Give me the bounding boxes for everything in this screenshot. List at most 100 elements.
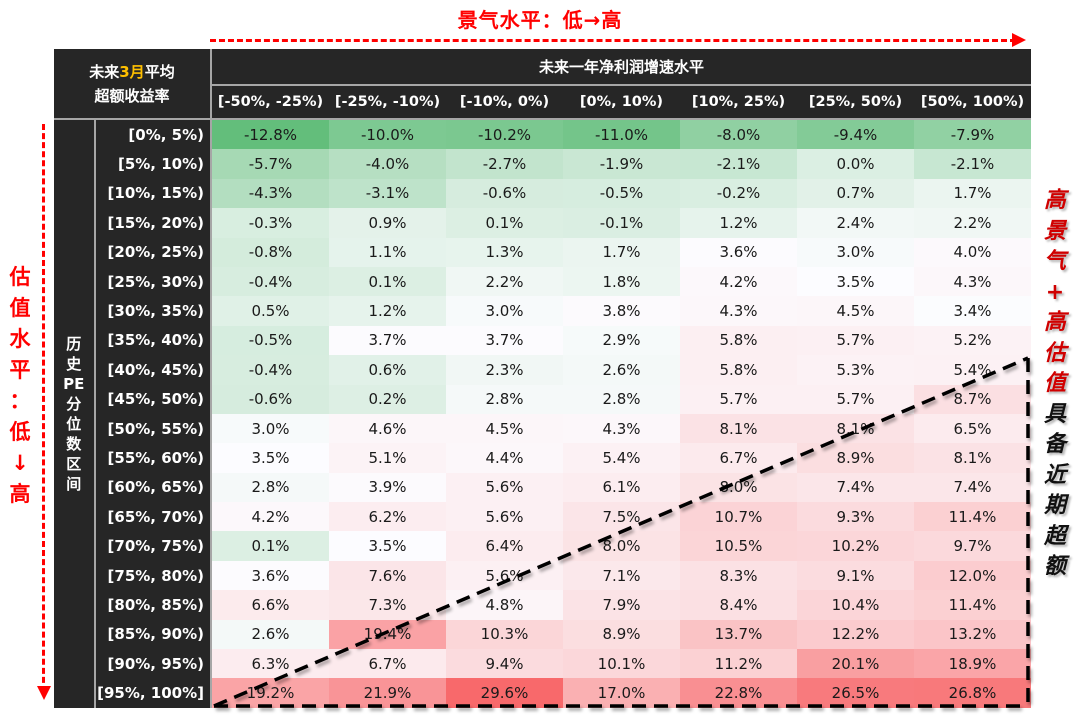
row-header: [90%, 95%): [94, 649, 213, 679]
row-header: [50%, 55%): [94, 413, 213, 444]
y-direction-title-char: 值: [9, 296, 31, 320]
heatmap-cell: -1.9%: [563, 149, 680, 179]
table-row: [45%, 50%) -0.6% 0.2% 2.8% 2.8% 5.7% 5.7% 8.7%: [54, 384, 1031, 414]
heatmap-cell: 9.7%: [914, 531, 1031, 561]
row-header: [5%, 10%): [94, 149, 213, 179]
heatmap-cell: 4.2%: [680, 266, 797, 297]
heatmap-cell: 12.0%: [914, 560, 1031, 591]
heatmap-cell: -0.2%: [680, 178, 797, 209]
heatmap-cell: -2.7%: [446, 149, 563, 179]
heatmap-cell: 3.0%: [446, 296, 563, 326]
table-row: [5%, 10%) -5.7% -4.0% -2.7% -1.9% -2.1% 0.0% -2…: [54, 149, 1031, 179]
heatmap-cell: 8.9%: [563, 619, 680, 650]
heatmap-cell: -0.6%: [446, 178, 563, 209]
heatmap-cell: 13.2%: [914, 619, 1031, 650]
heatmap-cell: 1.8%: [563, 266, 680, 297]
heatmap-cell: 7.6%: [329, 560, 446, 591]
y-direction-title-char: ：: [9, 389, 31, 413]
heatmap-cell: 7.9%: [563, 590, 680, 620]
heatmap-cell: 6.5%: [914, 413, 1031, 444]
row-header: [95%, 100%]: [94, 678, 213, 708]
heatmap-cell: 8.1%: [797, 413, 914, 444]
heatmap-body: 历史 PE 分位数区间 [0%, 5%) -12.8% -10.0% -10.2% -11.0…: [54, 119, 1031, 708]
table-row: [30%, 35%) 0.5% 1.2% 3.0% 3.8% 4.3% 4.5% 3.4%: [54, 296, 1031, 326]
heatmap-cell: 5.1%: [329, 443, 446, 473]
column-header: [25%, 50%): [797, 85, 914, 120]
row-header: [60%, 65%): [94, 472, 213, 503]
heatmap-cell: 3.5%: [211, 443, 329, 473]
row-group-label-char: 史: [66, 354, 82, 373]
heatmap-cell: 4.3%: [563, 413, 680, 444]
heatmap-cell: 1.7%: [563, 237, 680, 267]
heatmap-cell: 4.5%: [446, 413, 563, 444]
heatmap-cell: 0.1%: [446, 208, 563, 238]
annotation-char: 气: [1043, 249, 1066, 274]
heatmap-cell: 26.8%: [914, 678, 1031, 708]
row-group-label-char: PE: [63, 374, 85, 393]
heatmap-cell: 3.8%: [563, 296, 680, 326]
heatmap-cell: 2.6%: [563, 355, 680, 385]
table-row: 历史 PE 分位数区间 [0%, 5%) -12.8% -10.0% -10.2% -11.0…: [54, 119, 1031, 708]
heatmap-cell: -0.1%: [563, 208, 680, 238]
heatmap-cell: -0.3%: [211, 208, 329, 238]
column-header: [-10%, 0%): [446, 85, 563, 120]
corner-title-part: 平均: [144, 62, 175, 81]
heatmap-cell: -4.3%: [211, 178, 329, 209]
heatmap-cell: -8.0%: [680, 119, 797, 150]
heatmap-cell: 9.1%: [797, 560, 914, 591]
heatmap-cell: 2.8%: [211, 472, 329, 503]
column-header: [-50%, -25%): [211, 85, 329, 120]
heatmap-cell: 2.4%: [797, 208, 914, 238]
heatmap-cell: -11.0%: [563, 119, 680, 150]
heatmap-cell: 5.7%: [797, 325, 914, 356]
heatmap-cell: 5.7%: [797, 384, 914, 414]
heatmap-cell: 1.3%: [446, 237, 563, 267]
heatmap-cell: -0.5%: [211, 325, 329, 356]
heatmap-cell: -3.1%: [329, 178, 446, 209]
table-row: [40%, 45%) -0.4% 0.6% 2.3% 2.6% 5.8% 5.3% 5.4%: [54, 355, 1031, 385]
heatmap-cell: 5.7%: [680, 384, 797, 414]
heatmap-cell: 0.0%: [797, 149, 914, 179]
row-header: [30%, 35%): [94, 296, 213, 326]
column-header: [50%, 100%): [914, 85, 1031, 120]
heatmap-cell: 7.4%: [914, 472, 1031, 503]
row-group-label-char: 区: [66, 454, 82, 473]
table-row: [25%, 30%) -0.4% 0.1% 2.2% 1.8% 4.2% 3.5% 4.3%: [54, 266, 1031, 297]
heatmap-cell: 7.5%: [563, 502, 680, 532]
heatmap-cell: 4.3%: [680, 296, 797, 326]
heatmap-cell: 3.9%: [329, 472, 446, 503]
highlight-annotation: 高景气 + 高估值具备近期超额: [1037, 186, 1073, 583]
row-header: [10%, 15%): [94, 178, 213, 209]
heatmap-cell: 0.2%: [329, 384, 446, 414]
table-row: [50%, 55%) 3.0% 4.6% 4.5% 4.3% 8.1% 8.1% 6.5%: [54, 413, 1031, 444]
heatmap-cell: 7.4%: [797, 472, 914, 503]
heatmap-cell: -0.6%: [211, 384, 329, 414]
annotation-char: 备: [1043, 432, 1066, 457]
heatmap-cell: -2.1%: [680, 149, 797, 179]
y-direction-title-char: ↓: [11, 451, 29, 475]
row-header: [55%, 60%): [94, 443, 213, 473]
heatmap-cell: 1.2%: [680, 208, 797, 238]
heatmap-cell: 13.7%: [680, 619, 797, 650]
table-row: [80%, 85%) 6.6% 7.3% 4.8% 7.9% 8.4% 10.4% 11.4%: [54, 590, 1031, 620]
heatmap-cell: 4.0%: [914, 237, 1031, 267]
heatmap-cell: 0.1%: [329, 266, 446, 297]
heatmap-cell: 6.3%: [211, 649, 329, 679]
y-direction-arrow-head-icon: [37, 686, 51, 700]
heatmap-cell: 9.4%: [446, 649, 563, 679]
heatmap-cell: 3.5%: [797, 266, 914, 297]
heatmap-cell: 8.9%: [797, 443, 914, 473]
x-direction-title: 景气水平：低→高: [457, 8, 623, 32]
row-group-label-char: 间: [66, 474, 82, 493]
heatmap-cell: 11.4%: [914, 590, 1031, 620]
heatmap-cell: 3.6%: [211, 560, 329, 591]
heatmap-cell: 6.1%: [563, 472, 680, 503]
row-group-label-char: 历: [66, 334, 82, 353]
column-header: [10%, 25%): [680, 85, 797, 120]
heatmap-cell: 6.7%: [680, 443, 797, 473]
annotation-char: +: [1045, 279, 1065, 305]
heatmap-cell: 5.6%: [446, 560, 563, 591]
heatmap-cell: 3.0%: [211, 413, 329, 444]
y-direction-arrow-line: [42, 124, 45, 692]
heatmap-cell: 5.4%: [563, 443, 680, 473]
